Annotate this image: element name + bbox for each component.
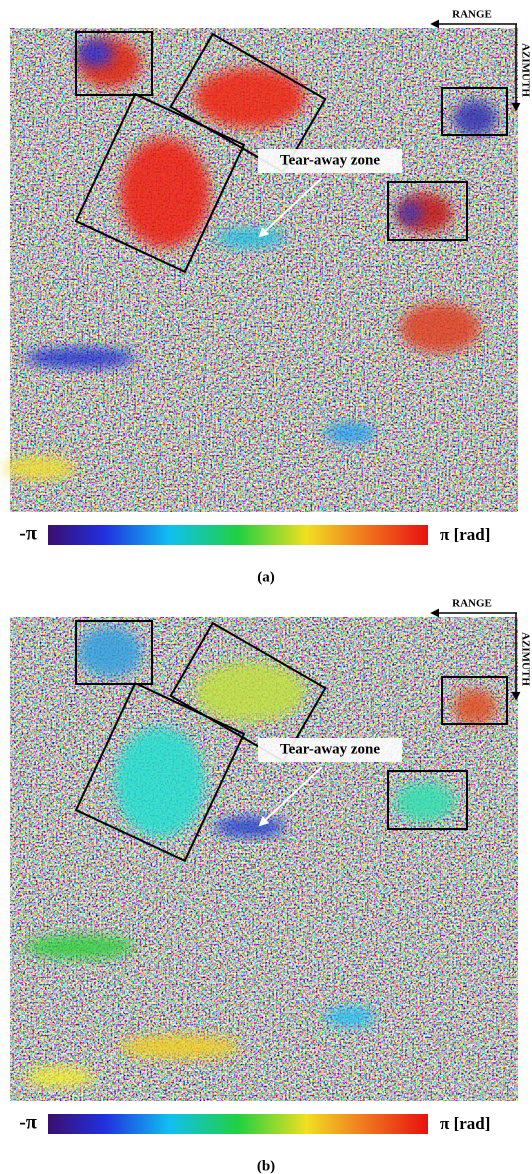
colorbar-max: π [rad] bbox=[440, 525, 490, 544]
phase-region bbox=[398, 201, 422, 225]
colorbar bbox=[48, 1114, 428, 1134]
colorbar bbox=[48, 525, 428, 545]
phase-region bbox=[25, 935, 135, 959]
figure: RANGEAZIMUTHTear-away zone-ππ [rad](a)RA… bbox=[0, 0, 532, 1174]
phase-region bbox=[325, 423, 375, 443]
phase-region bbox=[400, 303, 480, 353]
phase-region bbox=[453, 100, 497, 136]
panel: RANGE AZIMUTH Tear-away zone -π π [rad] (b) bbox=[10, 598, 531, 1174]
phase-region bbox=[120, 1035, 240, 1059]
phase-region bbox=[78, 627, 142, 677]
azimuth-label: AZIMUTH bbox=[519, 43, 531, 97]
range-label: RANGE bbox=[452, 9, 492, 21]
annotation: Tear-away zone bbox=[280, 152, 380, 168]
phase-region bbox=[195, 662, 305, 722]
caption: (b) bbox=[257, 1158, 275, 1174]
phase-region bbox=[115, 727, 205, 837]
colorbar-min: -π bbox=[19, 1112, 37, 1134]
phase-region bbox=[5, 456, 75, 480]
phase-region bbox=[453, 689, 497, 725]
caption: (a) bbox=[257, 569, 275, 585]
phase-region bbox=[215, 817, 285, 837]
phase-region bbox=[25, 1067, 95, 1087]
colorbar-min: -π bbox=[19, 523, 37, 545]
annotation: Tear-away zone bbox=[280, 741, 380, 757]
phase-region bbox=[120, 138, 210, 248]
azimuth-label: AZIMUTH bbox=[519, 632, 531, 686]
panel: RANGE AZIMUTH Tear-away zone -π π [rad] (a) bbox=[5, 9, 531, 586]
colorbar-max: π [rad] bbox=[440, 1114, 490, 1133]
phase-region bbox=[395, 782, 455, 822]
range-label: RANGE bbox=[452, 598, 492, 610]
phase-region bbox=[77, 39, 113, 67]
phase-region bbox=[325, 1007, 375, 1027]
phase-region bbox=[215, 228, 285, 248]
phase-region bbox=[25, 348, 135, 368]
